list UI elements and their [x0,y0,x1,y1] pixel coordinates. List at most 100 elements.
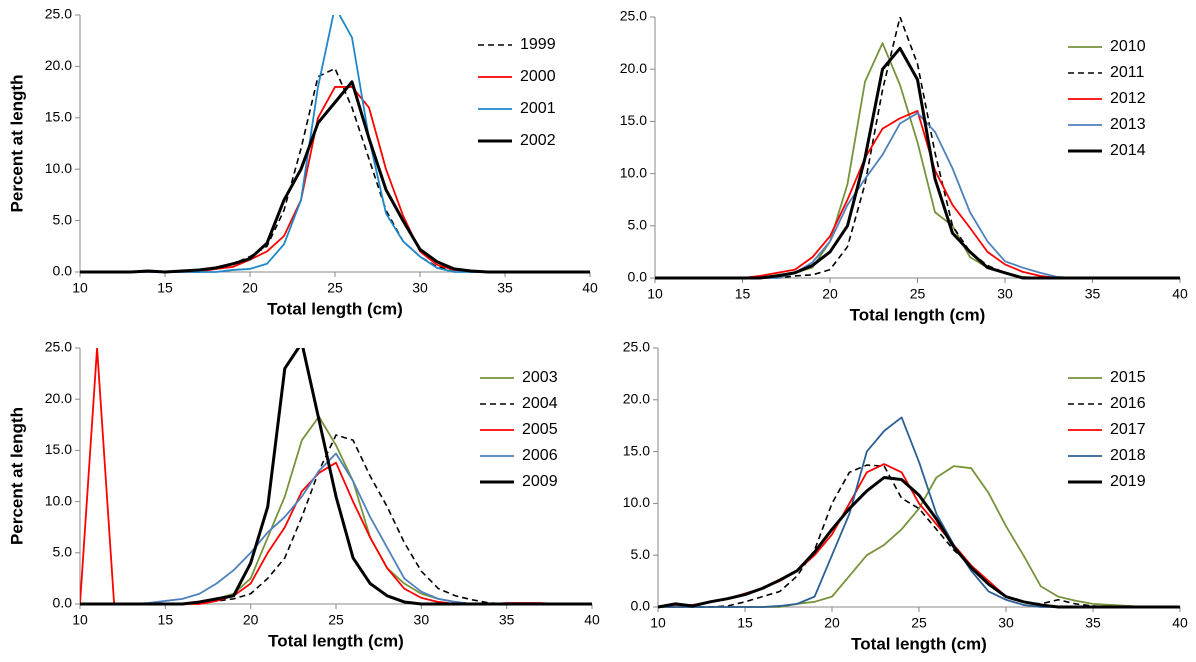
legend-label: 2009 [522,473,558,490]
y-tick-label: 5.0 [631,546,651,562]
y-tick-label: 15.0 [623,442,650,458]
plot-lines [658,416,1180,609]
legend-label: 2019 [1110,473,1146,490]
y-tick-label: 25.0 [620,8,647,24]
x-tick-label: 30 [998,615,1014,631]
legend-label: 2005 [522,421,558,438]
y-tick-label: 15.0 [45,109,72,125]
y-tick-label: 10.0 [45,160,72,176]
series-line [655,46,1180,280]
legend-label: 2016 [1110,395,1146,412]
y-axis-title: Percent at length [7,407,26,545]
y-tick-label: 25.0 [623,339,650,355]
series-line [658,463,1180,608]
series-line [655,17,1180,279]
series-line [80,67,590,273]
legend-label: 2000 [520,68,556,85]
legend-label: 1999 [520,36,556,53]
x-tick-label: 35 [1085,615,1101,631]
x-axis-title: Total length (cm) [851,634,987,653]
x-tick-label: 30 [997,286,1013,302]
legend: 2015 2016 2017 2018 2019 [1068,369,1146,490]
legend-label: 2006 [522,447,558,464]
series-line [80,415,592,605]
panel: 0.0 5.0 10.0 15.0 20.0 25.0 10 15 20 25 30 35 40 Tota… [7,339,600,651]
legend-label: 2011 [1110,64,1145,81]
series-line [80,15,590,273]
legend-label: 2015 [1110,369,1146,386]
y-tick-label: 5.0 [53,544,73,560]
series-line [658,416,1180,608]
y-tick-label: 20.0 [623,391,650,407]
x-axis-title: Total length (cm) [267,299,403,318]
y-tick-label: 25.0 [45,339,72,355]
y-tick-label: 0.0 [53,595,73,611]
x-tick-label: 25 [910,286,926,302]
series-line [658,464,1180,608]
x-tick-label: 15 [158,612,174,628]
series-line [658,476,1180,609]
legend: 2010 2011 2012 2013 2014 [1068,38,1146,159]
legend-label: 2017 [1110,421,1146,438]
y-tick-label: 0.0 [631,598,651,614]
x-axis-title: Total length (cm) [268,631,404,650]
y-tick-label: 20.0 [45,390,72,406]
y-tick-label: 10.0 [45,492,72,508]
x-axis-title: Total length (cm) [850,305,986,324]
y-tick-label: 15.0 [620,112,647,128]
series-line [80,348,592,606]
legend-label: 2010 [1110,38,1146,55]
x-tick-label: 40 [1172,286,1188,302]
y-tick-label: 20.0 [620,60,647,76]
series-line [80,348,592,605]
x-tick-label: 15 [157,280,173,296]
legend-label: 2001 [520,100,556,117]
x-tick-label: 40 [1172,615,1188,631]
legend-label: 2014 [1110,142,1146,159]
series-line [80,80,590,274]
x-tick-label: 35 [497,280,513,296]
panel: 0.0 5.0 10.0 15.0 20.0 25.0 10 15 20 25 30 35 40 Tota… [620,8,1188,325]
x-tick-label: 15 [735,286,751,302]
x-tick-label: 15 [737,615,753,631]
series-line [80,434,592,605]
legend: 1999 2000 2001 2002 [478,36,556,149]
y-tick-label: 25.0 [45,6,72,22]
series-line [658,465,1180,608]
y-tick-label: 15.0 [45,441,72,457]
legend-label: 2013 [1110,116,1146,133]
x-tick-label: 10 [72,280,88,296]
x-tick-label: 35 [1085,286,1101,302]
legend-label: 2012 [1110,90,1146,107]
x-tick-label: 10 [650,615,666,631]
legend-label: 2004 [522,395,558,412]
y-tick-label: 5.0 [628,217,648,233]
x-tick-label: 10 [647,286,663,302]
legend: 2003 2004 2005 2006 2009 [480,369,558,490]
x-tick-label: 20 [242,280,258,296]
series-line [80,452,592,605]
legend-label: 2018 [1110,447,1146,464]
x-tick-label: 10 [72,612,88,628]
series-line [655,110,1180,279]
x-tick-label: 40 [582,280,598,296]
y-tick-label: 10.0 [620,164,647,180]
x-tick-label: 25 [328,612,344,628]
x-tick-label: 35 [499,612,515,628]
x-tick-label: 30 [414,612,430,628]
x-tick-label: 40 [584,612,600,628]
y-tick-label: 0.0 [53,263,73,279]
y-axis-title: Percent at length [7,75,26,213]
legend-label: 2003 [522,369,558,386]
plot-lines [80,348,592,606]
panel: 0.0 5.0 10.0 15.0 20.0 25.0 10 15 20 25 30 35 40 Tota… [623,339,1188,654]
x-tick-label: 25 [911,615,927,631]
x-tick-label: 30 [412,280,428,296]
panel: 0.0 5.0 10.0 15.0 20.0 25.0 10 15 20 25 30 35 40 Tota… [7,6,598,319]
y-tick-label: 5.0 [53,211,73,227]
plot-lines [655,17,1180,280]
plot-lines [80,15,590,274]
y-tick-label: 20.0 [45,57,72,73]
x-tick-label: 20 [243,612,259,628]
